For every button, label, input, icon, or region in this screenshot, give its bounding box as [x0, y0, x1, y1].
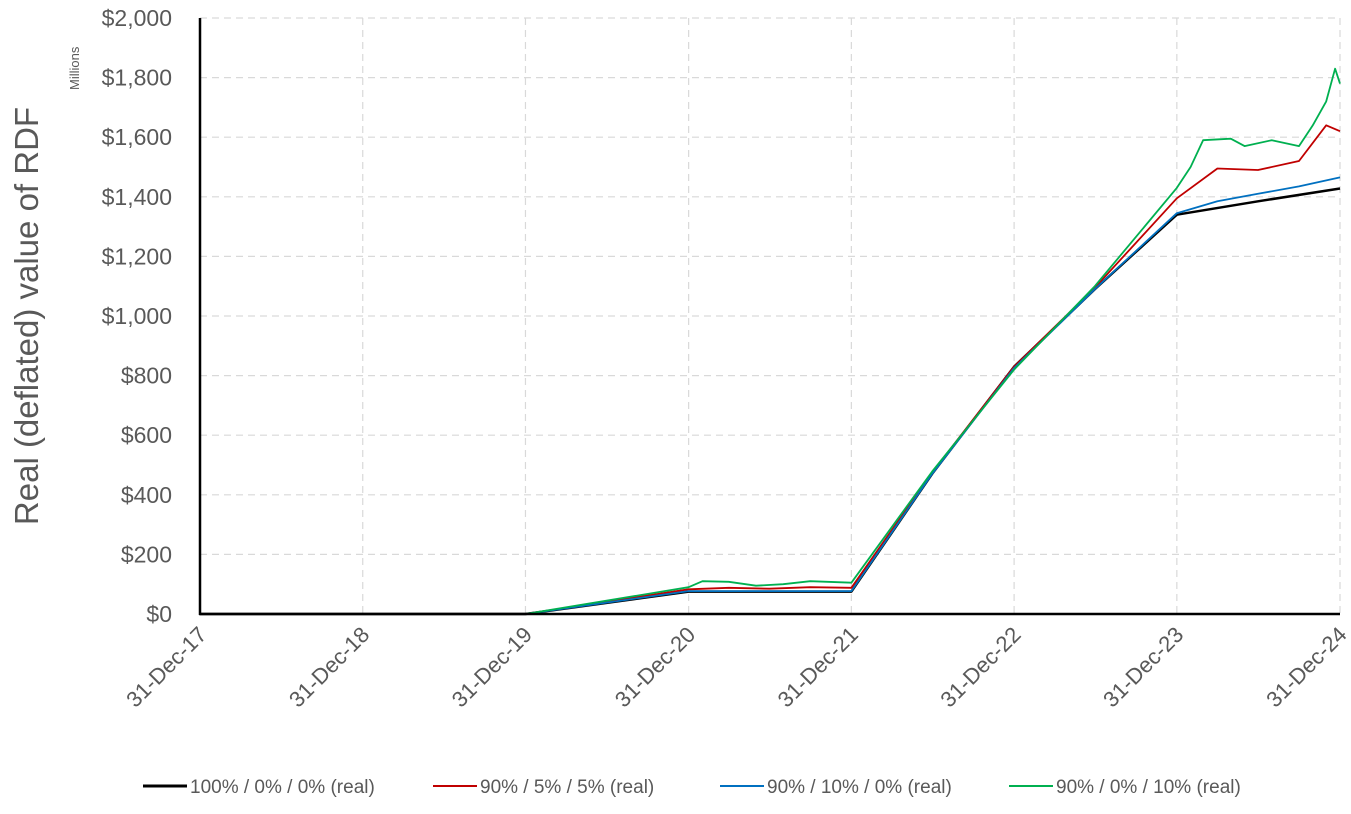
legend-label: 90% / 0% / 10% (real)	[1056, 777, 1241, 798]
x-tick-label: 31-Dec-19	[447, 622, 537, 712]
x-axis-ticks: 31-Dec-17 31-Dec-18 31-Dec-19 31-Dec-20 31-D…	[121, 622, 1351, 712]
axes	[198, 18, 1340, 616]
grid-lines	[200, 17, 1341, 614]
legend-label: 90% / 5% / 5% (real)	[480, 777, 654, 798]
x-tick-label: 31-Dec-22	[935, 622, 1025, 712]
y-tick-label: $0	[146, 601, 172, 627]
y-tick-label: $2,000	[102, 5, 172, 31]
legend-label: 90% / 10% / 0% (real)	[767, 777, 952, 798]
y-tick-label: $1,000	[102, 303, 172, 329]
y-tick-label: $400	[121, 482, 172, 508]
y-tick-label: $200	[121, 541, 172, 567]
y-axis-units: Millions	[67, 46, 82, 90]
y-tick-label: $1,400	[102, 184, 172, 210]
x-tick-label: 31-Dec-23	[1098, 622, 1188, 712]
y-tick-label: $800	[121, 363, 172, 389]
series-line	[200, 176, 1341, 615]
y-tick-label: $1,200	[102, 243, 172, 269]
x-tick-label: 31-Dec-17	[121, 622, 211, 712]
y-tick-label: $1,800	[102, 65, 172, 91]
y-tick-label: $600	[121, 422, 172, 448]
x-tick-label: 31-Dec-18	[284, 622, 374, 712]
x-tick-label: 31-Dec-24	[1261, 622, 1351, 712]
y-tick-label: $1,600	[102, 124, 172, 150]
x-tick-label: 31-Dec-20	[610, 622, 700, 712]
series-lines	[200, 67, 1341, 616]
series-line	[200, 67, 1341, 615]
series-line	[200, 187, 1341, 616]
x-tick-label: 31-Dec-21	[773, 622, 863, 712]
legend: 100% / 0% / 0% (real) 90% / 5% / 5% (real…	[143, 777, 1241, 798]
legend-label: 100% / 0% / 0% (real)	[190, 777, 375, 798]
y-axis-ticks: $0 $200 $400 $600 $800 $1,000 $1,200 $1,400 $1,6…	[102, 5, 172, 627]
y-axis-title: Real (deflated) value of RDF	[8, 107, 45, 525]
